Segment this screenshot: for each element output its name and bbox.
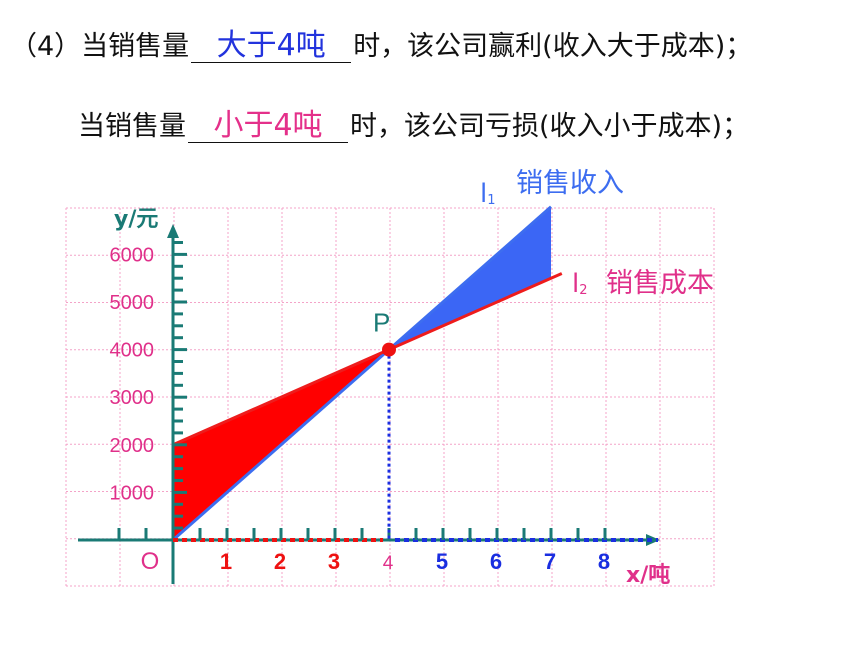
x-tick-label: 3 <box>328 549 340 574</box>
y-tick-label: 6000 <box>110 244 155 266</box>
answer-greater-than-4: 大于4吨 <box>216 28 326 63</box>
x-axis-arrow <box>646 534 660 546</box>
y-tick-label: 5000 <box>110 292 155 314</box>
x-tick-label: 8 <box>598 549 610 574</box>
cost-line-l2 <box>172 272 563 447</box>
intersection-label: P <box>373 308 390 338</box>
question-line-2: 当销售量 小于4吨 时，该公司亏损(收入小于成本)； <box>78 104 749 143</box>
x-axis-title: x/吨 <box>626 563 670 588</box>
cost-line-name: 销售成本 <box>606 268 714 299</box>
x-tick-label: 5 <box>436 549 448 574</box>
y-axis-title: y/元 <box>114 207 158 232</box>
income-line-label: l1 <box>480 179 496 209</box>
x-tick-label: 7 <box>544 549 556 574</box>
origin-label: O <box>141 548 160 575</box>
question-line-1: （4）当销售量 大于4吨 时，该公司赢利(收入大于成本)； <box>10 24 752 63</box>
y-tick-label: 3000 <box>110 387 155 409</box>
income-line-name: 销售收入 <box>516 168 624 199</box>
answer-blank-1: 大于4吨 <box>191 28 352 63</box>
question-line-1-suffix: 时，该公司赢利(收入大于成本)； <box>353 31 753 62</box>
y-tick-label: 4000 <box>110 340 155 362</box>
intersection-point <box>382 342 396 357</box>
cost-line-label: l2 <box>572 269 588 299</box>
x-tick-label: 2 <box>274 549 286 574</box>
income-line-l1 <box>172 205 552 542</box>
x-tick-label: 4 <box>383 553 394 574</box>
x-tick-label: 1 <box>220 549 232 574</box>
y-axis-arrow <box>167 224 179 238</box>
y-tick-label: 2000 <box>110 435 155 457</box>
question-line-2-suffix: 时，该公司亏损(收入小于成本)； <box>350 111 750 142</box>
x-tick-label: 6 <box>490 549 502 574</box>
question-line-1-prefix: （4）当销售量 <box>10 31 190 62</box>
y-tick-label: 1000 <box>110 482 155 504</box>
question-line-2-prefix: 当销售量 <box>78 111 186 142</box>
answer-blank-2: 小于4吨 <box>188 108 348 143</box>
answer-less-than-4: 小于4吨 <box>213 108 323 143</box>
